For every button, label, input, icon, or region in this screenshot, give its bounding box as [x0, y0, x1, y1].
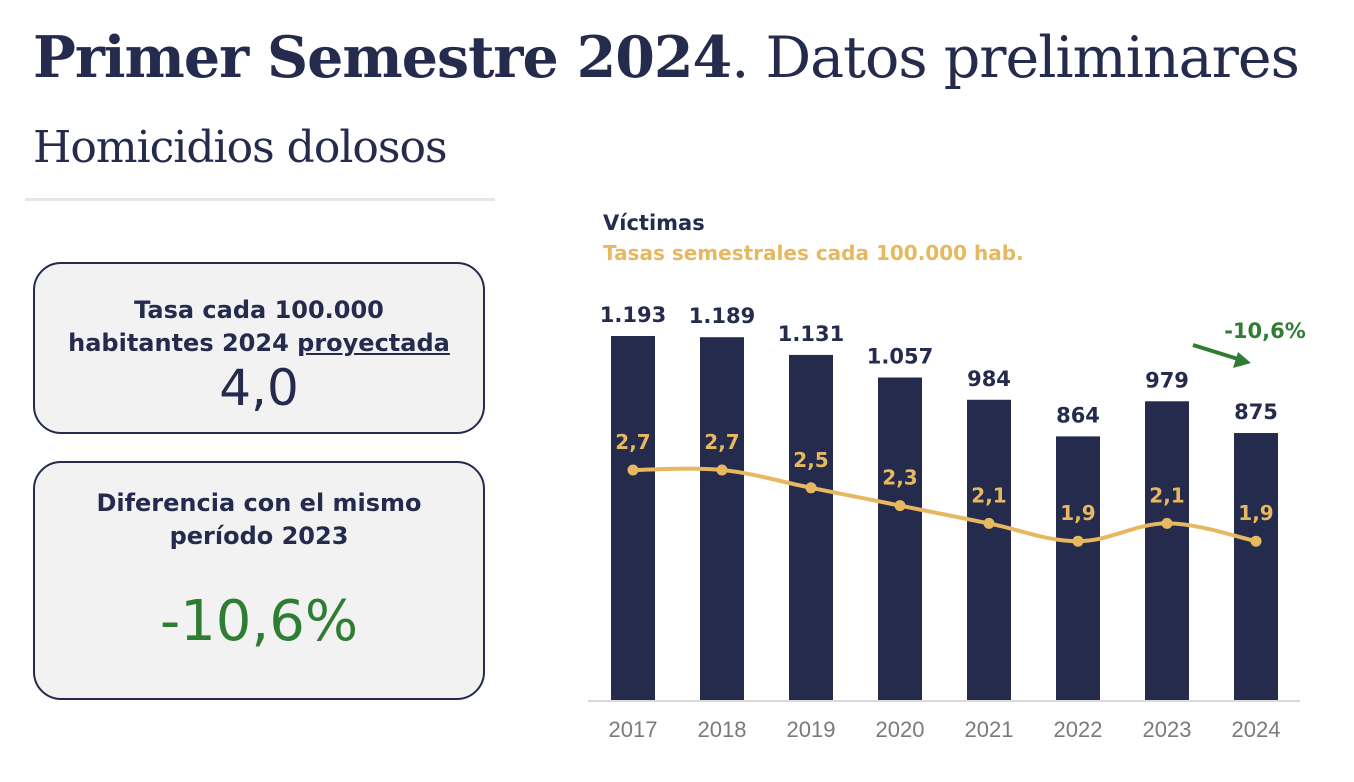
rate-point-2022 — [1072, 535, 1084, 547]
rate-card-label-line1: Tasa cada 100.000 — [134, 296, 384, 324]
rate-card-label-line2: habitantes 2024 proyectada — [35, 327, 483, 360]
bar-2020 — [878, 377, 922, 700]
x-tick-label: 2024 — [1232, 717, 1281, 742]
bar-value-label: 1.189 — [689, 304, 755, 328]
legend-tasas: Tasas semestrales cada 100.000 hab. — [603, 241, 1024, 265]
legend-victimas: Víctimas — [603, 211, 705, 235]
divider — [25, 198, 495, 201]
bar-2017 — [611, 336, 655, 700]
change-arrow-shaft — [1192, 343, 1239, 361]
bar-value-label: 864 — [1056, 403, 1100, 427]
x-tick-label: 2019 — [787, 717, 836, 742]
page-subtitle: Homicidios dolosos — [33, 122, 448, 173]
rate-value-label: 1,9 — [1060, 501, 1095, 525]
rate-point-2020 — [894, 500, 906, 512]
rate-card-label: Tasa cada 100.000 habitantes 2024 proyec… — [35, 294, 483, 360]
bar-2019 — [789, 354, 833, 700]
rate-card-label-plain: habitantes 2024 — [68, 329, 289, 357]
x-tick-label: 2020 — [876, 717, 925, 742]
rate-value-label: 2,7 — [615, 430, 650, 454]
rate-value-label: 2,5 — [793, 448, 828, 472]
x-tick-label: 2023 — [1143, 717, 1192, 742]
bar-value-label: 875 — [1234, 400, 1278, 424]
rate-line — [631, 466, 1258, 544]
title-bold: Primer Semestre 2024 — [33, 24, 732, 91]
rate-point-2023 — [1161, 517, 1173, 529]
rate-value-label: 2,1 — [1149, 483, 1184, 507]
rate-value-label: 2,7 — [704, 430, 739, 454]
bar-value-label: 979 — [1145, 368, 1189, 392]
rate-point-2021 — [983, 517, 995, 529]
bar-value-label: 1.131 — [778, 322, 844, 346]
title-rest: . Datos preliminares — [731, 25, 1300, 91]
diff-card-value: -10,6% — [159, 589, 359, 654]
rate-card: Tasa cada 100.000 habitantes 2024 proyec… — [33, 262, 485, 434]
rate-value-label: 2,1 — [971, 483, 1006, 507]
change-label: -10,6% — [1224, 319, 1306, 343]
x-tick-label: 2017 — [609, 717, 658, 742]
bar-2024 — [1234, 433, 1278, 700]
rate-value-label: 2,3 — [882, 466, 917, 490]
rate-value-label: 1,9 — [1238, 501, 1273, 525]
rate-point-2017 — [627, 464, 639, 476]
x-tick-label: 2021 — [965, 717, 1014, 742]
rate-card-value: 4,0 — [219, 359, 299, 417]
page-title: Primer Semestre 2024. Datos preliminares — [33, 18, 1300, 98]
rate-point-2019 — [805, 482, 817, 494]
change-arrow-head-icon — [1233, 352, 1251, 368]
bar-2021 — [967, 399, 1011, 700]
rate-point-2018 — [716, 464, 728, 476]
rate-point-2024 — [1250, 535, 1262, 547]
diff-card: Diferencia con el mismo período 2023 -10… — [33, 461, 485, 700]
x-tick-label: 2018 — [698, 717, 747, 742]
bar-value-label: 984 — [967, 367, 1011, 391]
bar-2022 — [1056, 436, 1100, 700]
bar-2023 — [1145, 401, 1189, 700]
x-tick-label: 2022 — [1054, 717, 1103, 742]
bar-value-label: 1.193 — [600, 303, 666, 327]
diff-card-label: Diferencia con el mismo período 2023 — [35, 487, 483, 553]
diff-card-label-line2: período 2023 — [169, 522, 349, 550]
bar-value-label: 1.057 — [867, 344, 933, 368]
diff-card-label-line1: Diferencia con el mismo — [96, 489, 422, 517]
bar-2018 — [700, 337, 744, 700]
rate-card-label-underlined: proyectada — [297, 329, 450, 357]
